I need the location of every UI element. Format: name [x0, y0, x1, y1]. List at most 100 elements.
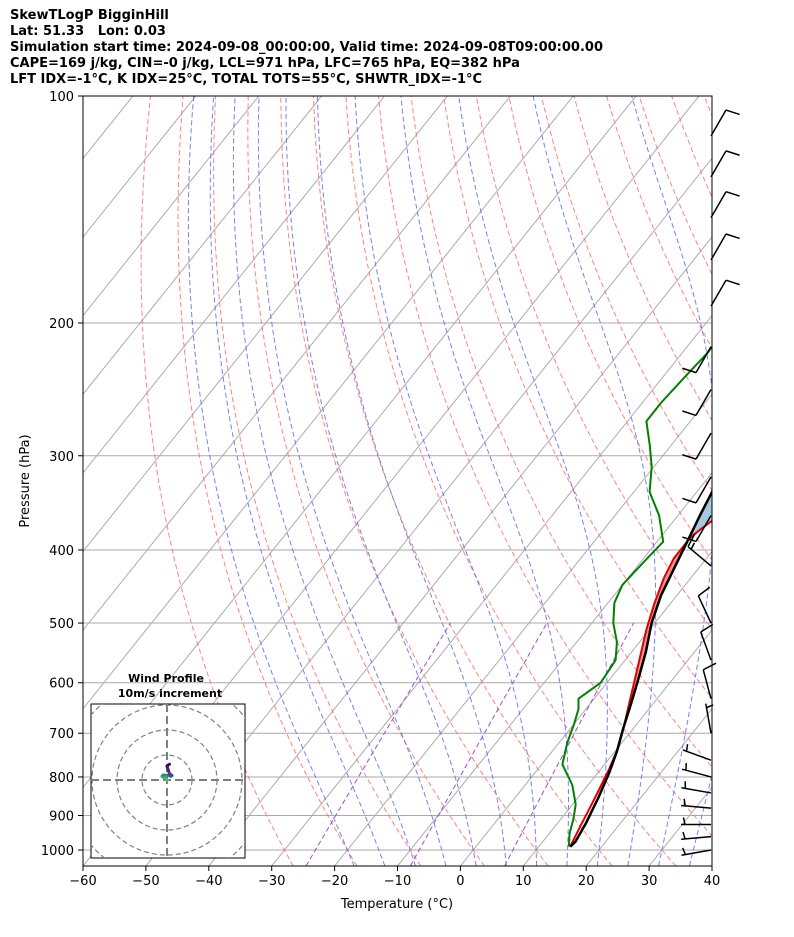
x-tick-label: −30	[258, 874, 285, 889]
title-line-indices: LFT IDX=-1°C, K IDX=25°C, TOTAL TOTS=55°…	[10, 72, 483, 87]
moist-adiabat	[400, 96, 569, 866]
isotherm-line	[585, 707, 712, 866]
dry-adiabat	[703, 96, 712, 118]
title-line-cape: CAPE=169 j/kg, CIN=-0 j/kg, LCL=971 hPa,…	[10, 56, 520, 71]
moist-adiabat	[458, 96, 608, 866]
chart-title: SkewTLogP BigginHill Lat: 51.33 Lon: 0.03…	[10, 8, 603, 88]
dry-adiabat	[280, 96, 549, 866]
x-axis-label: Temperature (°C)	[340, 897, 453, 912]
isotherm-line	[83, 96, 574, 710]
dry-adiabat	[475, 96, 712, 631]
isotherm-line	[83, 96, 260, 317]
y-tick-label: 900	[49, 810, 74, 825]
y-axis-ticks: 100 200 300 400 500 600 700 800 900 1000	[41, 90, 83, 859]
y-tick-label: 800	[49, 771, 74, 786]
y-tick-label: 400	[49, 544, 74, 559]
dewpoint-line	[561, 345, 712, 847]
dry-adiabat	[410, 96, 712, 768]
y-axis-label: Pressure (hPa)	[18, 434, 33, 527]
wind-barb	[710, 279, 740, 307]
isotherm-line	[208, 236, 712, 866]
dry-adiabat	[140, 96, 294, 866]
dry-adiabat	[312, 96, 613, 866]
wind-barb	[710, 190, 740, 219]
moist-adiabat	[257, 96, 447, 866]
x-tick-label: −50	[132, 874, 159, 889]
x-tick-label: 40	[704, 874, 721, 889]
x-tick-label: −20	[321, 874, 348, 889]
dry-adiabat	[573, 96, 712, 422]
x-tick-label: −60	[69, 874, 96, 889]
isotherm-line	[522, 629, 712, 866]
y-tick-label: 700	[49, 727, 74, 742]
x-tick-label: 20	[578, 874, 595, 889]
isotherm-line	[83, 96, 511, 631]
moist-adiabat	[187, 96, 355, 866]
x-axis-ticks: −60 −50 −40 −30 −20 −10 0 10 20 30 40	[69, 866, 720, 889]
mixing-ratio-line	[305, 622, 451, 866]
x-tick-label: 0	[456, 874, 464, 889]
dry-adiabat	[737, 96, 794, 866]
isotherm-line	[460, 550, 712, 866]
isotherm-line	[83, 96, 322, 396]
dry-adiabat	[443, 96, 712, 699]
wind-barb	[682, 389, 712, 417]
isotherm-line	[83, 96, 448, 553]
y-tick-label: 100	[49, 90, 74, 105]
dry-adiabat	[345, 96, 677, 866]
wind-barb	[710, 233, 740, 261]
wind-barb	[700, 623, 714, 661]
moist-adiabat	[720, 96, 794, 866]
wind-barb	[681, 831, 712, 841]
wind-barb	[710, 109, 740, 137]
isotherm-line	[775, 96, 794, 866]
dry-adiabat	[213, 96, 422, 866]
dry-adiabat	[247, 96, 485, 866]
isotherm-line	[83, 96, 197, 238]
wind-barb	[681, 817, 711, 826]
wind-barb	[682, 744, 712, 761]
wind-barb	[681, 763, 712, 778]
dry-adiabat	[770, 96, 794, 866]
x-tick-label: 10	[515, 874, 532, 889]
hodograph-title: Wind Profile	[128, 672, 204, 685]
wind-barb	[682, 346, 712, 374]
wind-barb	[681, 798, 712, 809]
wind-barbs	[681, 109, 740, 856]
title-line-station: SkewTLogP BigginHill	[10, 8, 169, 23]
mixing-ratio-line	[409, 622, 548, 866]
x-tick-label: −40	[195, 874, 222, 889]
isotherm-line	[334, 393, 712, 866]
x-tick-label: 30	[641, 874, 658, 889]
isotherm-line	[145, 157, 712, 866]
wind-barb	[682, 515, 712, 543]
dry-adiabat	[177, 96, 358, 866]
dry-adiabat	[378, 96, 712, 837]
isotherm-line	[271, 314, 712, 866]
wind-barb	[682, 432, 712, 460]
y-tick-label: 1000	[41, 844, 74, 859]
isotherm-line	[711, 865, 712, 866]
wind-barb	[702, 662, 717, 699]
y-tick-label: 600	[49, 677, 74, 692]
y-tick-label: 500	[49, 617, 74, 632]
title-line-location: Lat: 51.33 Lon: 0.03	[10, 24, 166, 39]
reference-lines	[140, 96, 794, 866]
wind-barb	[681, 847, 712, 856]
x-tick-label: −10	[384, 874, 411, 889]
hodograph-inset: Wind Profile 10m/s increment	[90, 672, 246, 859]
moist-adiabat	[232, 96, 416, 866]
wind-barb	[705, 703, 714, 734]
hodograph-plot	[91, 704, 245, 858]
hodograph-subtitle: 10m/s increment	[118, 687, 222, 700]
y-tick-label: 300	[49, 450, 74, 465]
profile-lines	[561, 345, 712, 848]
isotherm-line	[0, 96, 70, 866]
dry-adiabat	[540, 96, 712, 492]
wind-barb	[697, 586, 712, 624]
hodograph-trace	[166, 762, 171, 767]
title-line-times: Simulation start time: 2024-09-08_00:00:…	[10, 40, 603, 55]
parcel-line	[569, 489, 712, 848]
wind-barb	[710, 150, 740, 178]
